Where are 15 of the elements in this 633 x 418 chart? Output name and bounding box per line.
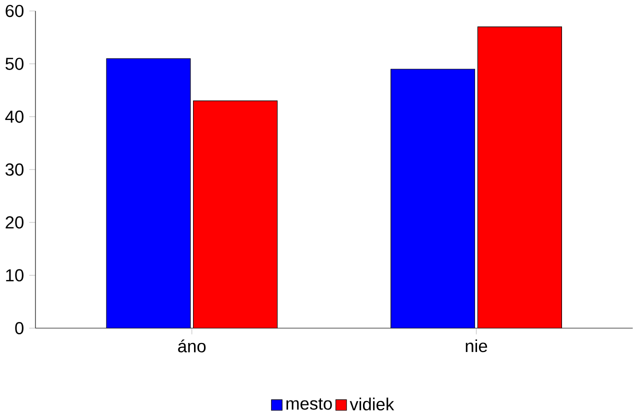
legend-label: vidiek [350,398,394,410]
y-tick-label: 0 [15,322,24,334]
x-tick-label: áno [178,339,206,352]
bar [193,100,278,328]
y-tick-label: 30 [5,163,24,176]
bar [390,68,476,328]
x-tick-label: nie [466,339,488,352]
y-tick-label: 50 [6,58,24,70]
bar [477,26,562,328]
legend-label: mesto [286,398,332,410]
y-tick-label: 10 [6,269,24,282]
bar [106,58,191,328]
y-tick-label: 20 [6,216,24,228]
y-tick-label: 60 [6,4,24,18]
y-tick-label: 40 [5,110,24,123]
